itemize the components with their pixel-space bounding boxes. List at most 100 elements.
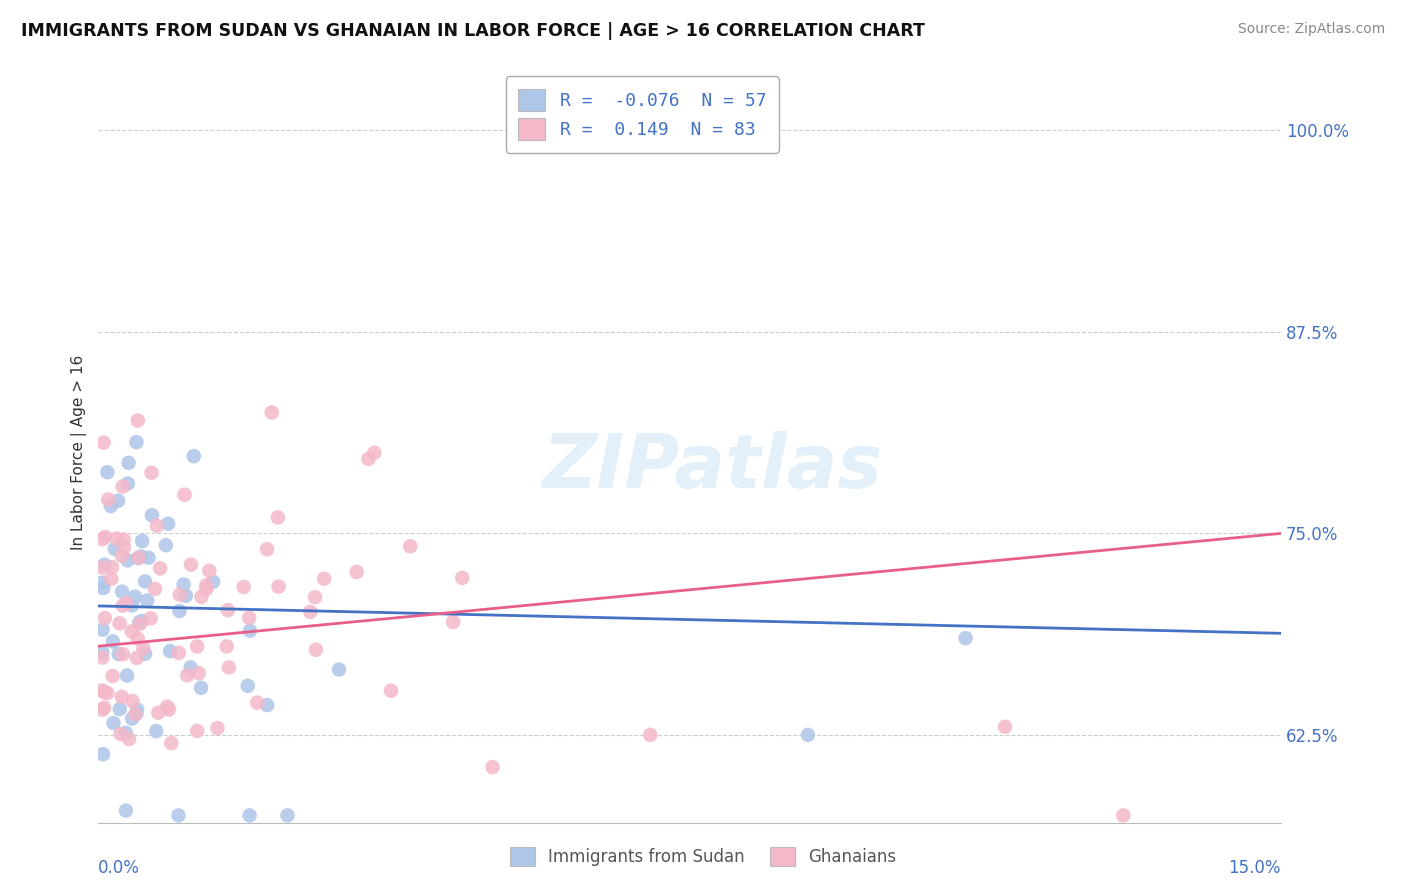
Point <box>121 624 143 639</box>
Point <box>104 541 127 556</box>
Point <box>121 711 143 725</box>
Point <box>91 560 114 574</box>
Point <box>91 532 114 546</box>
Point <box>111 479 134 493</box>
Legend: R =  -0.076  N = 57, R =  0.149  N = 83: R = -0.076 N = 57, R = 0.149 N = 83 <box>506 77 779 153</box>
Point <box>111 549 134 563</box>
Point <box>117 553 139 567</box>
Point <box>304 590 326 604</box>
Point <box>97 492 120 507</box>
Point <box>114 725 136 739</box>
Point <box>115 668 138 682</box>
Point <box>125 435 148 450</box>
Point <box>93 581 115 595</box>
Point <box>91 575 114 590</box>
Point <box>127 551 149 566</box>
Point <box>139 611 162 625</box>
Point <box>176 668 198 682</box>
Point <box>134 574 156 589</box>
Point <box>93 435 115 450</box>
Point <box>260 405 283 419</box>
Point <box>174 589 197 603</box>
Point <box>100 572 122 586</box>
Point <box>111 584 134 599</box>
Point <box>91 650 114 665</box>
Point <box>180 558 202 572</box>
Point <box>108 702 131 716</box>
Point <box>202 574 225 589</box>
Point <box>93 685 115 699</box>
Point <box>399 539 422 553</box>
Text: Source: ZipAtlas.com: Source: ZipAtlas.com <box>1237 22 1385 37</box>
Point <box>101 634 124 648</box>
Point <box>167 808 190 822</box>
Point <box>299 605 322 619</box>
Point <box>127 414 149 428</box>
Point <box>125 706 148 721</box>
Point <box>187 666 209 681</box>
Point <box>129 549 152 564</box>
Point <box>481 760 503 774</box>
Point <box>173 488 195 502</box>
Point <box>215 640 238 654</box>
Text: IMMIGRANTS FROM SUDAN VS GHANAIAN IN LABOR FORCE | AGE > 16 CORRELATION CHART: IMMIGRANTS FROM SUDAN VS GHANAIAN IN LAB… <box>21 22 925 40</box>
Point <box>132 641 155 656</box>
Point <box>146 518 169 533</box>
Point <box>115 596 138 610</box>
Point <box>118 732 141 747</box>
Point <box>169 588 191 602</box>
Point <box>91 623 114 637</box>
Point <box>186 723 208 738</box>
Point <box>363 446 385 460</box>
Point <box>267 580 290 594</box>
Point <box>91 645 114 659</box>
Point <box>111 599 134 613</box>
Point <box>305 642 328 657</box>
Point <box>357 451 380 466</box>
Point <box>239 624 262 638</box>
Point <box>167 646 190 660</box>
Point <box>112 541 135 555</box>
Point <box>96 686 118 700</box>
Point <box>169 604 191 618</box>
Point <box>155 538 177 552</box>
Point <box>198 564 221 578</box>
Point <box>121 599 143 613</box>
Point <box>346 565 368 579</box>
Point <box>232 580 254 594</box>
Point <box>117 456 139 470</box>
Point <box>101 669 124 683</box>
Point <box>93 700 115 714</box>
Point <box>138 550 160 565</box>
Point <box>217 603 239 617</box>
Legend: Immigrants from Sudan, Ghanaians: Immigrants from Sudan, Ghanaians <box>503 840 903 873</box>
Point <box>136 593 159 607</box>
Point <box>314 572 336 586</box>
Point <box>131 534 153 549</box>
Point <box>195 582 218 596</box>
Point <box>173 577 195 591</box>
Point <box>110 727 132 741</box>
Point <box>121 694 143 708</box>
Point <box>183 449 205 463</box>
Point <box>190 681 212 695</box>
Point <box>451 571 474 585</box>
Point <box>108 616 131 631</box>
Point <box>180 660 202 674</box>
Text: ZIPatlas: ZIPatlas <box>543 431 883 504</box>
Point <box>218 660 240 674</box>
Point <box>638 728 661 742</box>
Point <box>148 706 170 720</box>
Point <box>159 644 181 658</box>
Text: 15.0%: 15.0% <box>1229 859 1281 877</box>
Point <box>112 533 135 547</box>
Point <box>1112 808 1135 822</box>
Point <box>91 683 114 698</box>
Point <box>157 702 180 716</box>
Point <box>115 804 138 818</box>
Point <box>91 703 114 717</box>
Point <box>128 550 150 565</box>
Y-axis label: In Labor Force | Age > 16: In Labor Force | Age > 16 <box>72 355 87 550</box>
Point <box>441 615 464 629</box>
Point <box>190 590 212 604</box>
